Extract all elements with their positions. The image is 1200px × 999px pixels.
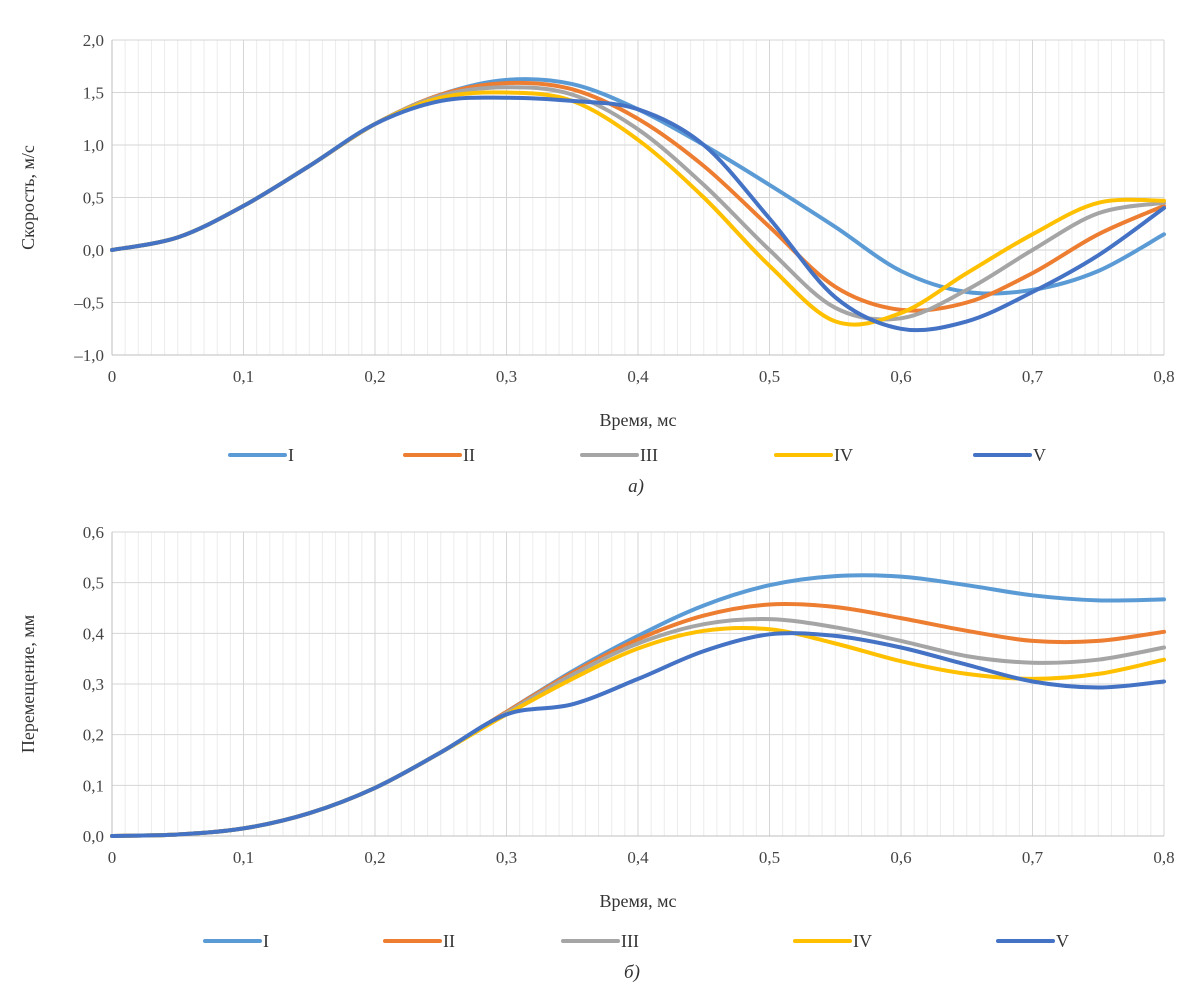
y-tick-label: 0,4 bbox=[83, 624, 105, 643]
chart-panel-2: 0 0,1 0,2 0,3 0,4 0,5 0,6 0,7 0,8 0,0 0,1 0,2 0,3 0,4… bbox=[18, 523, 1175, 983]
x-tick-label: 0,3 bbox=[496, 367, 517, 386]
x-axis-title: Время, мс bbox=[599, 891, 676, 911]
x-tick-label: 0,2 bbox=[364, 367, 385, 386]
x-tick-label: 0,5 bbox=[759, 848, 780, 867]
y-tick-label: –0,5 bbox=[73, 294, 104, 313]
y-tick-label: 2,0 bbox=[83, 31, 104, 50]
x-tick-label: 0,7 bbox=[1022, 367, 1044, 386]
legend-label-II: II bbox=[463, 445, 475, 465]
y-axis-title: Скорость, м/с bbox=[18, 145, 38, 250]
y-tick-label: 0,5 bbox=[83, 189, 104, 208]
legend-label-III: III bbox=[621, 931, 639, 951]
y-tick-label: 0,0 bbox=[83, 241, 104, 260]
series-line-V bbox=[110, 631, 1166, 838]
x-tick-label: 0,3 bbox=[496, 848, 517, 867]
x-tick-label: 0,4 bbox=[627, 848, 649, 867]
x-tick-label: 0,8 bbox=[1153, 367, 1174, 386]
y-tick-label: 0,0 bbox=[83, 827, 104, 846]
legend-label-V: V bbox=[1033, 445, 1046, 465]
legend-label-I: I bbox=[288, 445, 294, 465]
y-tick-label: 0,1 bbox=[83, 776, 104, 795]
y-tick-label: 0,2 bbox=[83, 726, 104, 745]
x-tick-label: 0,6 bbox=[890, 848, 911, 867]
x-tick-label: 0,4 bbox=[627, 367, 649, 386]
legend-label-II: II bbox=[443, 931, 455, 951]
legend-label-IV: IV bbox=[853, 931, 872, 951]
x-tick-label: 0,8 bbox=[1153, 848, 1174, 867]
y-axis-title: Перемещение, мм bbox=[18, 615, 38, 753]
x-tick-label: 0 bbox=[108, 848, 117, 867]
legend-label-I: I bbox=[263, 931, 269, 951]
chart-panel-1: 0 0,1 0,2 0,3 0,4 0,5 0,6 0,7 0,8 –1,0 –0,5 0,0 0,5 1… bbox=[18, 31, 1175, 497]
y-tick-label: –1,0 bbox=[73, 346, 104, 365]
x-tick-label: 0,5 bbox=[759, 367, 780, 386]
y-tick-label: 1,5 bbox=[83, 84, 104, 103]
x-tick-label: 0,6 bbox=[890, 367, 911, 386]
y-tick-label: 0,3 bbox=[83, 675, 104, 694]
legend-label-IV: IV bbox=[834, 445, 853, 465]
series-line-V bbox=[110, 95, 1166, 333]
legend-label-III: III bbox=[640, 445, 658, 465]
x-tick-label: 0,1 bbox=[233, 848, 254, 867]
y-tick-label: 0,5 bbox=[83, 574, 104, 593]
x-tick-label: 0,7 bbox=[1022, 848, 1044, 867]
x-tick-label: 0 bbox=[108, 367, 117, 386]
legend-label-V: V bbox=[1056, 931, 1069, 951]
x-tick-label: 0,1 bbox=[233, 367, 254, 386]
panel-caption: а) bbox=[628, 476, 644, 497]
panel-caption: б) bbox=[624, 962, 640, 983]
y-tick-label: 1,0 bbox=[83, 136, 104, 155]
x-tick-label: 0,2 bbox=[364, 848, 385, 867]
x-axis-title: Время, мс bbox=[599, 410, 676, 430]
y-tick-label: 0,6 bbox=[83, 523, 104, 542]
